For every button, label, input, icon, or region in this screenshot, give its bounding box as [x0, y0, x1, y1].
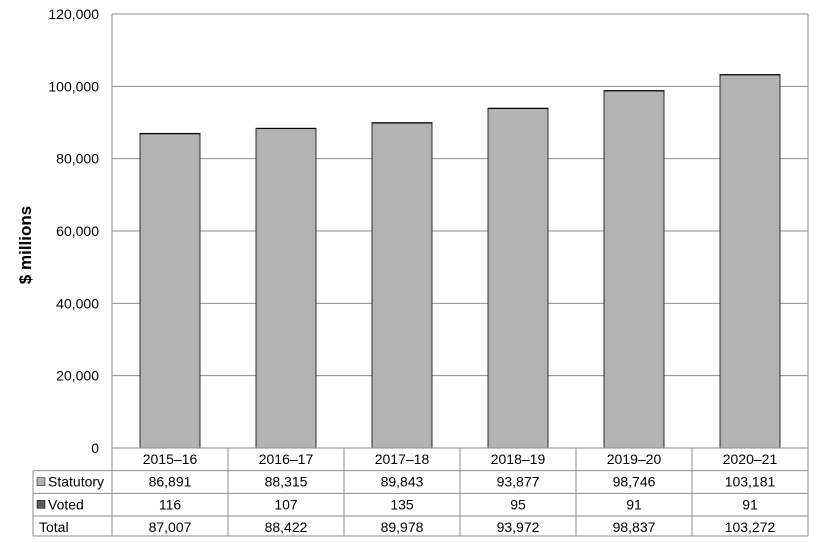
x-category-label: 2017–18 — [375, 451, 430, 467]
y-tick-label: 80,000 — [56, 151, 99, 167]
table-cell-value: 135 — [390, 496, 414, 512]
data-table: 2015–16 2016–17 2017–18 2018–19 2019–20 2020–… — [32, 447, 809, 537]
bar-statutory-4 — [603, 90, 665, 449]
table-row-label: Voted — [48, 496, 84, 512]
table-cell-value: 91 — [742, 496, 758, 512]
bar-statutory-0 — [139, 133, 201, 449]
table-cell-value: 89,843 — [381, 474, 424, 490]
table-cell-value: 89,978 — [381, 519, 424, 535]
y-tick-label: 100,000 — [48, 78, 99, 94]
table-row-label: Statutory — [48, 474, 104, 490]
legend-swatch-voted — [36, 500, 46, 509]
table-cell-value: 103,272 — [725, 519, 776, 535]
x-category-label: 2016–17 — [259, 451, 314, 467]
y-tick-label: 0 — [91, 440, 99, 456]
table-cell-value: 87,007 — [149, 519, 192, 535]
axes: 0 20,000 40,000 60,000 80,000 100,000 120,000 — [48, 6, 809, 456]
table-cell-value: 88,315 — [265, 474, 308, 490]
table-cell-value: 88,422 — [265, 519, 308, 535]
gridlines — [112, 13, 808, 377]
y-tick-label: 120,000 — [48, 6, 99, 22]
x-category-label: 2015–16 — [143, 451, 198, 467]
x-category-label: 2019–20 — [607, 451, 662, 467]
table-cell-value: 98,837 — [613, 519, 656, 535]
table-cell-value: 116 — [159, 496, 182, 512]
table-row-label: Total — [39, 519, 69, 535]
y-axis-label: $ millions — [16, 206, 35, 284]
bar-statutory-1 — [255, 128, 317, 449]
x-category-label: 2020–21 — [723, 451, 778, 467]
table-cell-value: 91 — [626, 496, 642, 512]
bar-statutory-2 — [371, 122, 433, 449]
y-tick-label: 40,000 — [56, 295, 99, 311]
table-cell-value: 95 — [510, 496, 526, 512]
y-tick-label: 60,000 — [56, 223, 99, 239]
table-cell-value: 86,891 — [149, 474, 192, 490]
table-cell-value: 98,746 — [613, 474, 656, 490]
bars — [139, 74, 781, 449]
legend-swatch-statutory — [36, 477, 46, 486]
x-category-label: 2018–19 — [491, 451, 546, 467]
table-cell-value: 107 — [274, 496, 298, 512]
table-cell-value: 93,972 — [497, 519, 540, 535]
table-cell-value: 103,181 — [725, 474, 776, 490]
table-cell-value: 93,877 — [497, 474, 540, 490]
bar-statutory-5 — [719, 74, 781, 449]
y-tick-label: 20,000 — [56, 368, 99, 384]
bar-statutory-3 — [487, 108, 549, 449]
